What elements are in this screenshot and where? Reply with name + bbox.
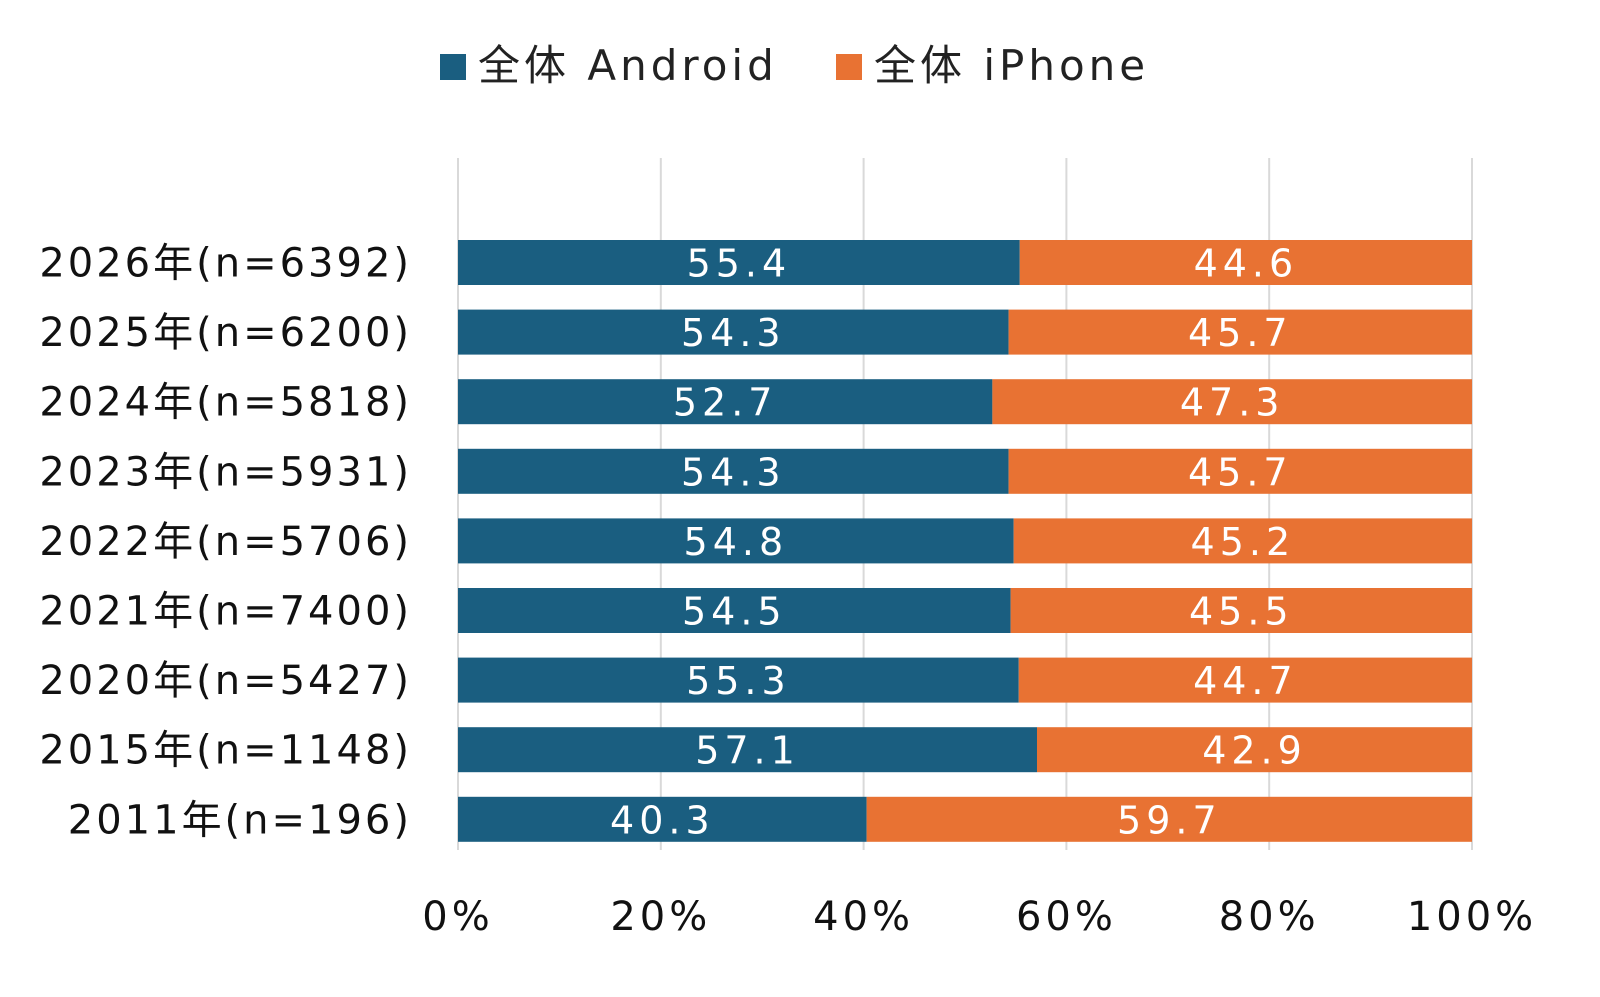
bar-series-0-4: [458, 518, 1014, 564]
x-tick-label-5: 100%: [1407, 894, 1537, 940]
data-label-series-0-5: 54.5: [682, 590, 787, 634]
bar-series-1-2: [992, 379, 1472, 425]
data-label-series-0-1: 54.3: [681, 311, 786, 355]
data-label-series-0-7: 57.1: [695, 729, 800, 773]
legend: 全体 Android 全体 iPhone: [440, 41, 1149, 90]
bar-series-0-2: [458, 379, 993, 425]
category-label-0: 2026年(n=6392): [39, 241, 412, 287]
bar-series-1-6: [1018, 657, 1472, 703]
data-label-series-0-8: 40.3: [610, 798, 715, 842]
legend-label-0: 全体 Android: [478, 41, 778, 90]
data-label-series-1-5: 45.5: [1189, 590, 1294, 634]
x-tick-label-1: 20%: [610, 894, 711, 940]
bar-series-0-8: [458, 796, 867, 842]
x-axis-tick-labels: 0% 20% 40% 60% 80% 100%: [422, 894, 1537, 940]
bar-series-1-4: [1013, 518, 1472, 564]
x-tick-label-4: 80%: [1219, 894, 1320, 940]
bar-series-0-0: [458, 240, 1020, 285]
bar-series-1-7: [1036, 727, 1472, 773]
data-label-series-1-6: 44.7: [1193, 659, 1298, 703]
category-label-7: 2015年(n=1148): [39, 728, 412, 774]
data-label-series-1-2: 47.3: [1180, 381, 1285, 425]
bar-series-0-1: [458, 309, 1009, 355]
legend-label-1: 全体 iPhone: [874, 41, 1149, 90]
data-label-series-0-3: 54.3: [681, 450, 786, 494]
x-tick-label-2: 40%: [813, 894, 914, 940]
data-label-series-0-4: 54.8: [684, 520, 789, 564]
data-label-series-0-6: 55.3: [686, 659, 791, 703]
data-label-series-1-1: 45.7: [1188, 311, 1293, 355]
category-labels: 2026年(n=6392) 2025年(n=6200) 2024年(n=5818) 2…: [39, 241, 412, 844]
category-label-8: 2011年(n=196): [68, 797, 412, 843]
bar-series-0-3: [458, 448, 1009, 494]
bar-series-0-5: [458, 588, 1011, 633]
bar-series-0-7: [458, 727, 1037, 773]
category-label-1: 2025年(n=6200): [39, 310, 412, 356]
category-label-2: 2024年(n=5818): [39, 380, 412, 426]
bar-series-1-0: [1019, 240, 1472, 285]
category-label-3: 2023年(n=5931): [39, 449, 412, 495]
category-label-5: 2021年(n=7400): [39, 589, 412, 635]
data-label-series-1-4: 45.2: [1191, 520, 1296, 564]
category-label-4: 2022年(n=5706): [39, 519, 412, 565]
data-label-series-1-3: 45.7: [1188, 450, 1293, 494]
data-label-series-1-8: 59.7: [1117, 798, 1222, 842]
data-label-series-1-0: 44.6: [1194, 242, 1299, 286]
bar-series-1-1: [1008, 309, 1472, 355]
bar-series-1-8: [866, 796, 1472, 842]
data-label-series-0-0: 55.4: [687, 242, 792, 286]
legend-swatch-1: [836, 54, 862, 80]
x-tick-label-0: 0%: [422, 894, 493, 940]
bar-series-1-5: [1010, 588, 1472, 633]
bars: 55.4 44.6 54.3 45.7 52.7 47.3 54.3 45.7 54.8 45.2…: [458, 240, 1472, 842]
x-tick-label-3: 60%: [1016, 894, 1117, 940]
bar-series-0-6: [458, 657, 1019, 703]
data-label-series-0-2: 52.7: [673, 381, 778, 425]
bar-series-1-3: [1008, 448, 1472, 494]
data-label-series-1-7: 42.9: [1202, 729, 1307, 773]
legend-swatch-0: [440, 54, 466, 80]
category-label-6: 2020年(n=5427): [39, 658, 412, 704]
